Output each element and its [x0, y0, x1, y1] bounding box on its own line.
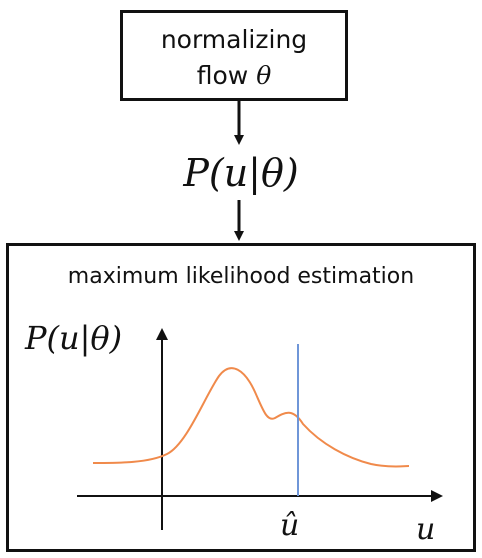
flow-word: flow: [196, 61, 257, 90]
mle-box: maximum likelihood estimation P(u|θ) û u: [6, 243, 476, 552]
mle-title: maximum likelihood estimation: [67, 264, 415, 289]
normalizing-flow-label-line2: flow θ: [123, 59, 345, 93]
density-plot: [77, 328, 443, 530]
theta-symbol: θ: [256, 61, 272, 90]
y-axis-label: P(u|θ): [25, 319, 123, 357]
density-curve: [92, 367, 410, 468]
density-formula: P(u|θ): [183, 151, 299, 195]
normalizing-flow-label-line1: normalizing: [160, 25, 308, 54]
normalizing-flow-box: normalizing flow θ: [120, 10, 348, 101]
estimate-marker-label: û: [280, 508, 300, 543]
x-axis-label: u: [416, 512, 436, 547]
